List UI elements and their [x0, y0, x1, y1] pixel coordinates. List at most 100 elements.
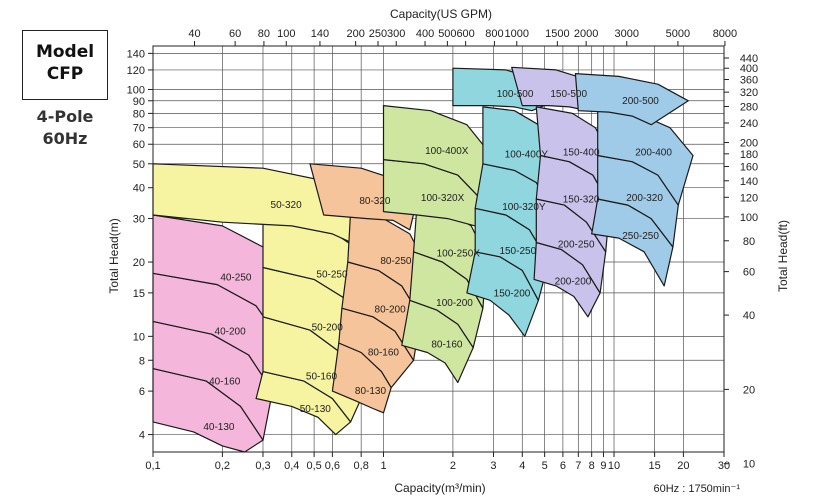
top-tick-label: 800	[485, 28, 503, 40]
model-label-line1: Model	[35, 42, 95, 62]
pump-area-label: 100-500	[497, 89, 534, 100]
pump-area-label: 40-200	[215, 326, 247, 337]
pump-area-label: 100-400X	[425, 146, 469, 157]
right-axis-title: Total Head(ft)	[776, 220, 790, 292]
left-tick-label: 40	[133, 183, 145, 195]
top-tick-label: 600	[456, 28, 474, 40]
pump-area-label: 100-400Y	[505, 150, 549, 161]
pump-area-label: 200-200	[555, 277, 592, 288]
top-tick-label: 1500	[545, 28, 569, 40]
right-tick-label: 440	[740, 53, 758, 65]
top-tick-label: 140	[311, 28, 329, 40]
pump-area-label: 50-250	[316, 270, 348, 281]
top-tick-label: 3000	[615, 28, 639, 40]
right-tick-label: 10	[743, 459, 755, 471]
bottom-tick-label: 15	[648, 460, 660, 472]
bottom-tick-label: 0,5	[306, 460, 321, 472]
left-tick-label: 8	[139, 355, 145, 367]
right-tick-label: 40	[743, 310, 755, 322]
right-tick-label: 400	[740, 63, 758, 75]
pole-frequency-label: 4-Pole 60Hz	[22, 106, 108, 150]
pump-area-label: 150-500	[550, 89, 587, 100]
pole-label: 4-Pole	[36, 107, 94, 126]
bottom-tick-label: 0,6	[325, 460, 340, 472]
bottom-tick-label: 1	[380, 460, 386, 472]
pump-area-label: 150-320	[563, 195, 600, 206]
bottom-tick-label: 8	[589, 460, 595, 472]
pump-area-label: 150-250	[499, 246, 536, 257]
right-tick-label: 140	[740, 176, 758, 188]
pump-area-label: 80-200	[375, 305, 407, 316]
bottom-tick-label: 0,8	[354, 460, 369, 472]
bottom-tick-label: 6	[560, 460, 566, 472]
right-tick-label: 280	[740, 101, 758, 113]
pump-area-label: 150-400	[563, 147, 600, 158]
plot-border	[152, 45, 725, 453]
left-tick-label: 100	[127, 84, 145, 96]
axis-ticks: 0,1 0,2 0,3 0,4 0,5 0,6 0,8 1 2 3 4 5 6 7 8 9 10 15 20 3046…	[127, 28, 759, 472]
right-tick-label: 240	[740, 118, 758, 130]
left-tick-label: 30	[133, 214, 145, 226]
right-tick-label: 360	[740, 75, 758, 87]
left-tick-label: 15	[133, 288, 145, 300]
chart-frame	[152, 45, 725, 453]
bottom-tick-label: 3	[490, 460, 496, 472]
pump-area-label: 200-250	[558, 240, 595, 251]
right-tick-label: 80	[743, 236, 755, 248]
right-tick-label: 60	[743, 267, 755, 279]
pump-area	[574, 73, 689, 126]
bottom-tick-label: 4	[519, 460, 525, 472]
speed-note: 60Hz : 1750min⁻¹	[653, 483, 740, 495]
left-tick-label: 80	[133, 108, 145, 120]
left-tick-label: 20	[133, 257, 145, 269]
pump-area-label: 100-200	[436, 298, 473, 309]
area-labels: 40-130 40-160 40-200 40-250 50-130 50-160 50-2…	[203, 89, 672, 433]
left-tick-label: 4	[139, 430, 145, 442]
pump-area-label: 80-160	[368, 347, 400, 358]
top-axis-title: Capacity(US GPM)	[390, 7, 492, 21]
pump-area-label: 50-130	[300, 404, 332, 415]
right-tick-label: 320	[740, 87, 758, 99]
bottom-tick-label: 5	[542, 460, 548, 472]
bottom-tick-label: 20	[677, 460, 689, 472]
pump-area-label: 50-160	[306, 372, 338, 383]
pump-curve-areas	[152, 66, 694, 453]
pump-area-label: 250-250	[622, 231, 659, 242]
top-tick-label: 40	[188, 28, 200, 40]
pump-area-label: 200-400	[635, 147, 672, 158]
bottom-tick-label: 30	[718, 460, 730, 472]
top-tick-label: 250	[369, 28, 387, 40]
top-tick-label: 5000	[666, 28, 690, 40]
top-tick-label: 100	[277, 28, 295, 40]
pump-area-label: 80-160	[431, 340, 463, 351]
top-tick-label: 200	[346, 28, 364, 40]
pump-area-label: 50-200	[312, 322, 344, 333]
pump-area-label: 40-130	[203, 422, 235, 433]
left-tick-label: 10	[133, 331, 145, 343]
left-tick-label: 140	[127, 48, 145, 60]
top-tick-label: 80	[258, 28, 270, 40]
top-tick-label: 500	[438, 28, 456, 40]
right-tick-label: 20	[743, 384, 755, 396]
right-tick-label: 160	[740, 161, 758, 173]
right-tick-label: 180	[740, 149, 758, 161]
pump-area-label: 80-130	[355, 386, 387, 397]
bottom-tick-label: 0,4	[284, 460, 299, 472]
bottom-tick-label: 2	[450, 460, 456, 472]
left-tick-label: 50	[133, 159, 145, 171]
left-tick-label: 90	[133, 96, 145, 108]
left-tick-label: 60	[133, 139, 145, 151]
top-tick-label: 300	[387, 28, 405, 40]
pump-area-label: 80-320	[359, 196, 391, 207]
bottom-tick-label: 10	[608, 460, 620, 472]
model-label-box: Model CFP	[22, 30, 108, 100]
bottom-tick-label: 0,2	[215, 460, 230, 472]
top-tick-label: 1000	[505, 28, 529, 40]
left-tick-label: 6	[139, 386, 145, 398]
pump-area-label: 100-320X	[421, 193, 465, 204]
left-axis-title: Total Head(m)	[107, 218, 121, 293]
frequency-label: 60Hz	[42, 129, 88, 148]
top-tick-label: 2000	[574, 28, 598, 40]
pump-area-label: 50-320	[271, 200, 303, 211]
